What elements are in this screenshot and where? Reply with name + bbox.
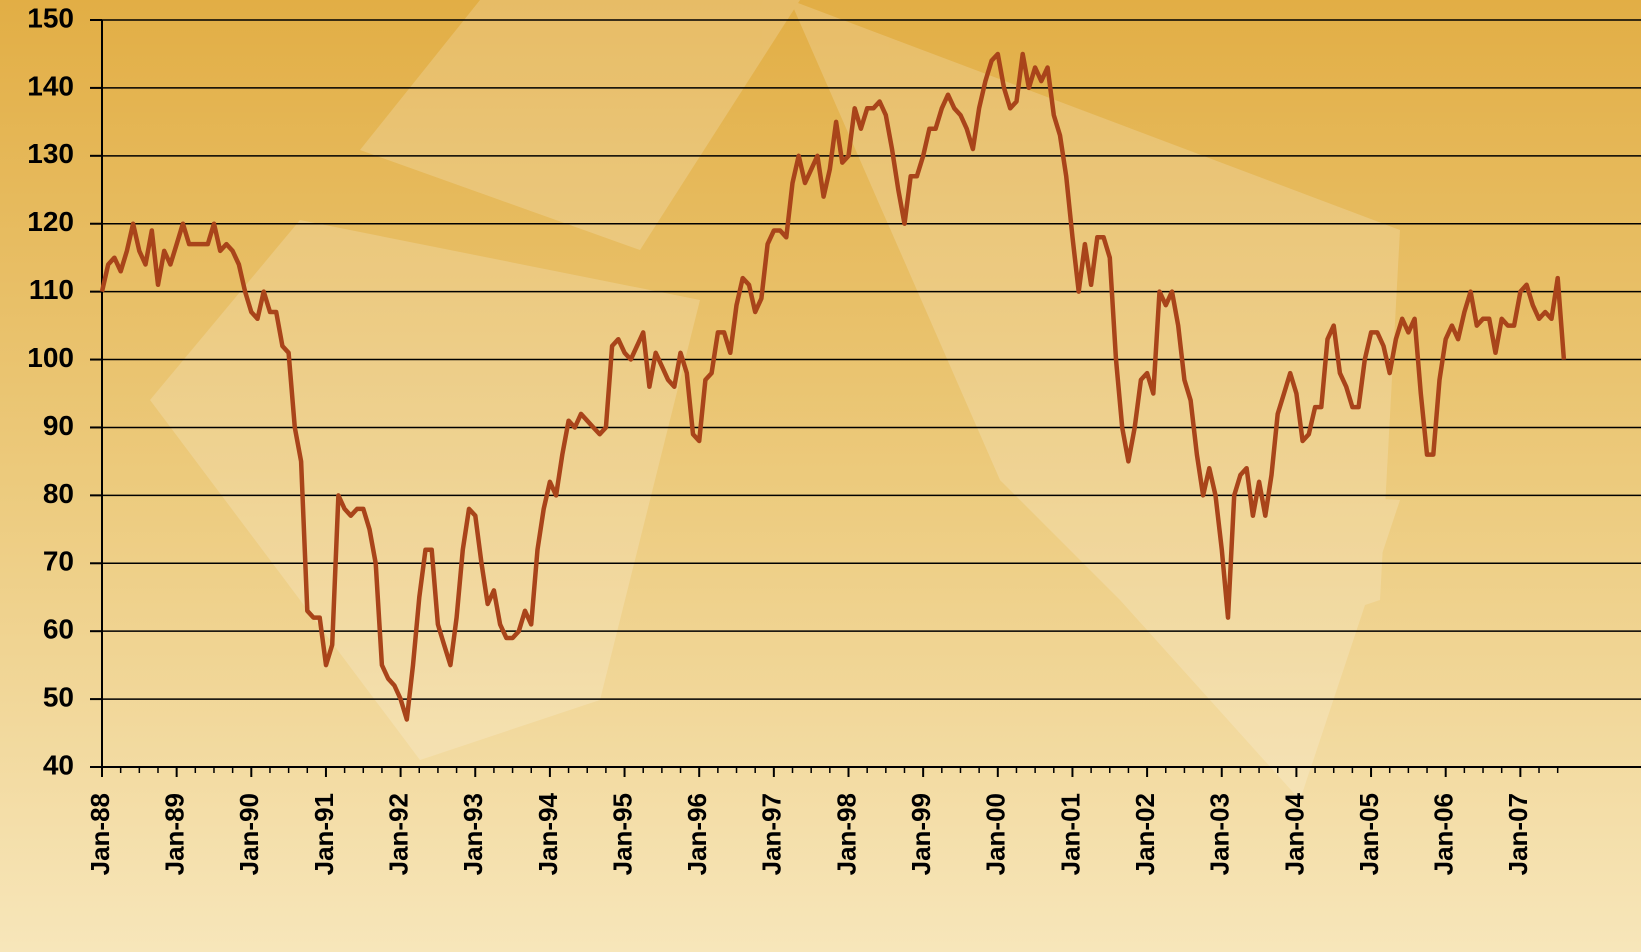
x-tick-label: Jan-93	[458, 793, 488, 875]
x-tick-label: Jan-98	[831, 793, 861, 875]
y-tick-label: 130	[27, 138, 74, 169]
y-tick-label: 120	[27, 206, 74, 237]
x-tick-label: Jan-95	[607, 793, 637, 875]
x-tick-label: Jan-90	[234, 793, 264, 875]
x-tick-label: Jan-96	[682, 793, 712, 875]
x-tick-label: Jan-07	[1503, 793, 1533, 875]
y-tick-label: 80	[43, 478, 74, 509]
data-line	[99, 51, 1567, 722]
y-tick-label: 70	[43, 546, 74, 577]
x-tick-label: Jan-92	[383, 793, 413, 875]
x-tick-label: Jan-91	[309, 793, 339, 875]
x-tick-label: Jan-88	[85, 793, 115, 875]
y-tick-label: 110	[29, 274, 74, 305]
y-tick-label: 140	[27, 70, 74, 101]
x-tick-label: Jan-00	[981, 793, 1011, 875]
x-tick-label: Jan-99	[906, 793, 936, 875]
y-tick-label: 50	[43, 681, 74, 712]
x-tick-label: Jan-01	[1055, 793, 1085, 875]
x-tick-label: Jan-89	[160, 793, 190, 875]
x-tick-label: Jan-04	[1279, 792, 1309, 875]
y-tick-label: 90	[43, 410, 74, 441]
y-tick-label: 60	[43, 614, 74, 645]
y-tick-label: 40	[43, 749, 74, 780]
x-tick-label: Jan-94	[533, 792, 563, 875]
y-tick-label: 100	[27, 342, 74, 373]
x-tick-label: Jan-02	[1130, 793, 1160, 875]
x-tick-label: Jan-03	[1205, 793, 1235, 875]
x-tick-label: Jan-05	[1354, 793, 1384, 875]
y-tick-label: 150	[27, 2, 74, 33]
x-tick-label: Jan-97	[757, 793, 787, 875]
x-tick-label: Jan-06	[1429, 793, 1459, 875]
